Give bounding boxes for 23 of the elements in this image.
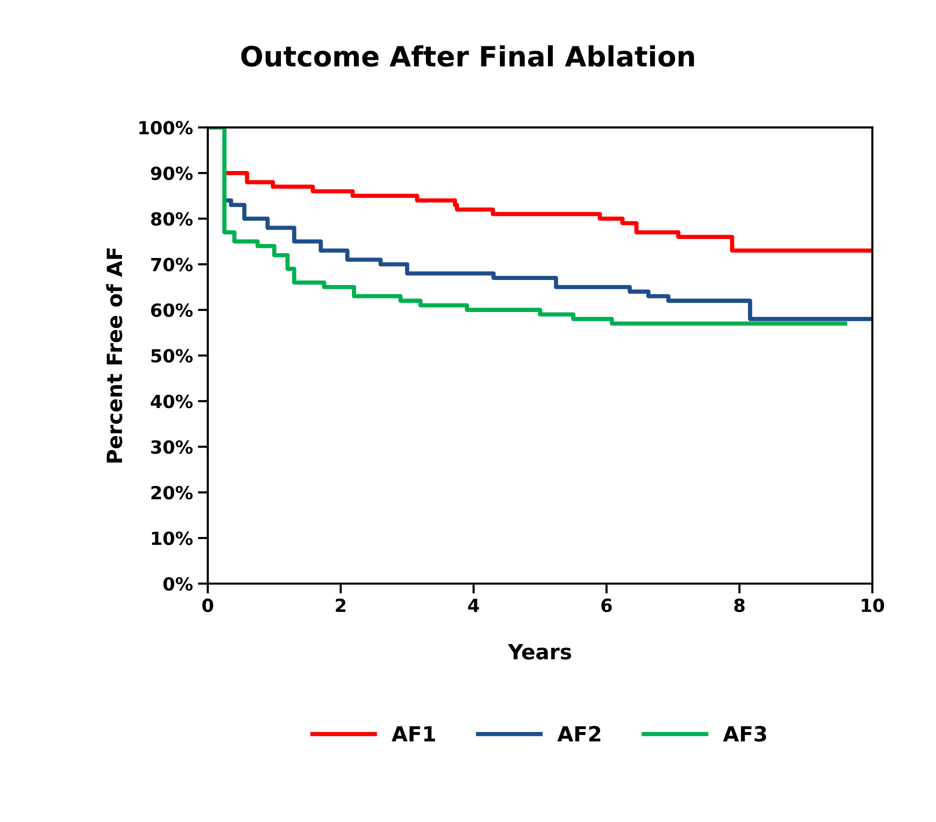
legend-label: AF1: [392, 726, 435, 742]
y-tick-label: 0%: [163, 577, 193, 591]
y-tick-label: 100%: [139, 120, 193, 135]
y-tick-label: 90%: [150, 166, 193, 180]
x-tick-label: 0: [202, 598, 214, 612]
x-tick-label: 2: [336, 598, 346, 612]
y-tick-label: 60%: [151, 303, 193, 318]
y-tick-label: 10%: [152, 531, 193, 546]
x-axis-title: Years: [508, 644, 572, 660]
y-tick-label: 40%: [150, 394, 193, 408]
x-tick-label: 10: [862, 598, 884, 612]
chart-title: Outcome After Final Ablation: [241, 45, 694, 67]
y-tick-label: 50%: [151, 348, 193, 363]
y-tick-label: 20%: [151, 486, 193, 500]
legend-label: AF3: [723, 726, 766, 742]
y-tick-label: 70%: [151, 258, 193, 272]
y-tick-label: 80%: [151, 212, 193, 226]
x-tick-label: 8: [734, 598, 745, 612]
x-tick-label: 4: [468, 598, 480, 612]
y-axis-title: Percent Free of AF: [106, 248, 122, 463]
y-tick-label: 30%: [151, 440, 193, 454]
x-tick-label: 6: [601, 598, 612, 612]
legend-label: AF2: [557, 726, 600, 742]
